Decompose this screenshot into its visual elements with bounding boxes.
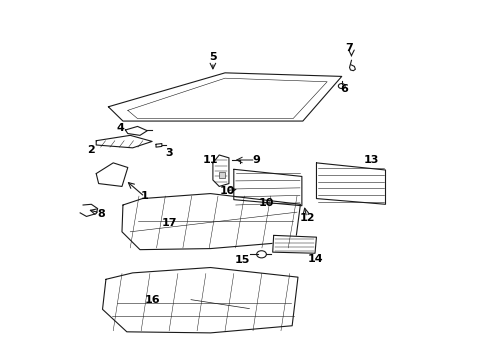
Text: 4: 4	[116, 123, 124, 133]
Polygon shape	[108, 73, 341, 121]
Text: 5: 5	[209, 52, 216, 62]
Text: 16: 16	[144, 295, 160, 305]
Polygon shape	[272, 235, 316, 253]
Text: 6: 6	[340, 84, 347, 94]
Text: 12: 12	[299, 212, 315, 222]
Polygon shape	[233, 169, 301, 206]
Text: 1: 1	[141, 191, 148, 201]
Text: 10: 10	[258, 198, 273, 208]
Bar	[219, 172, 224, 178]
Polygon shape	[212, 155, 228, 186]
Polygon shape	[102, 267, 297, 333]
Text: 8: 8	[97, 209, 105, 219]
Text: 15: 15	[234, 255, 249, 265]
Polygon shape	[96, 163, 127, 186]
Text: 11: 11	[203, 156, 218, 165]
Text: 2: 2	[87, 145, 95, 155]
Polygon shape	[156, 144, 162, 147]
Text: 17: 17	[161, 218, 177, 228]
Text: 7: 7	[345, 43, 352, 53]
Polygon shape	[125, 126, 147, 135]
Text: 14: 14	[306, 253, 322, 264]
Polygon shape	[96, 135, 152, 148]
Text: 10: 10	[219, 186, 235, 196]
Text: 9: 9	[252, 156, 260, 165]
Polygon shape	[316, 163, 385, 204]
Polygon shape	[122, 194, 300, 249]
Text: 13: 13	[363, 156, 378, 165]
Text: 3: 3	[165, 148, 173, 158]
